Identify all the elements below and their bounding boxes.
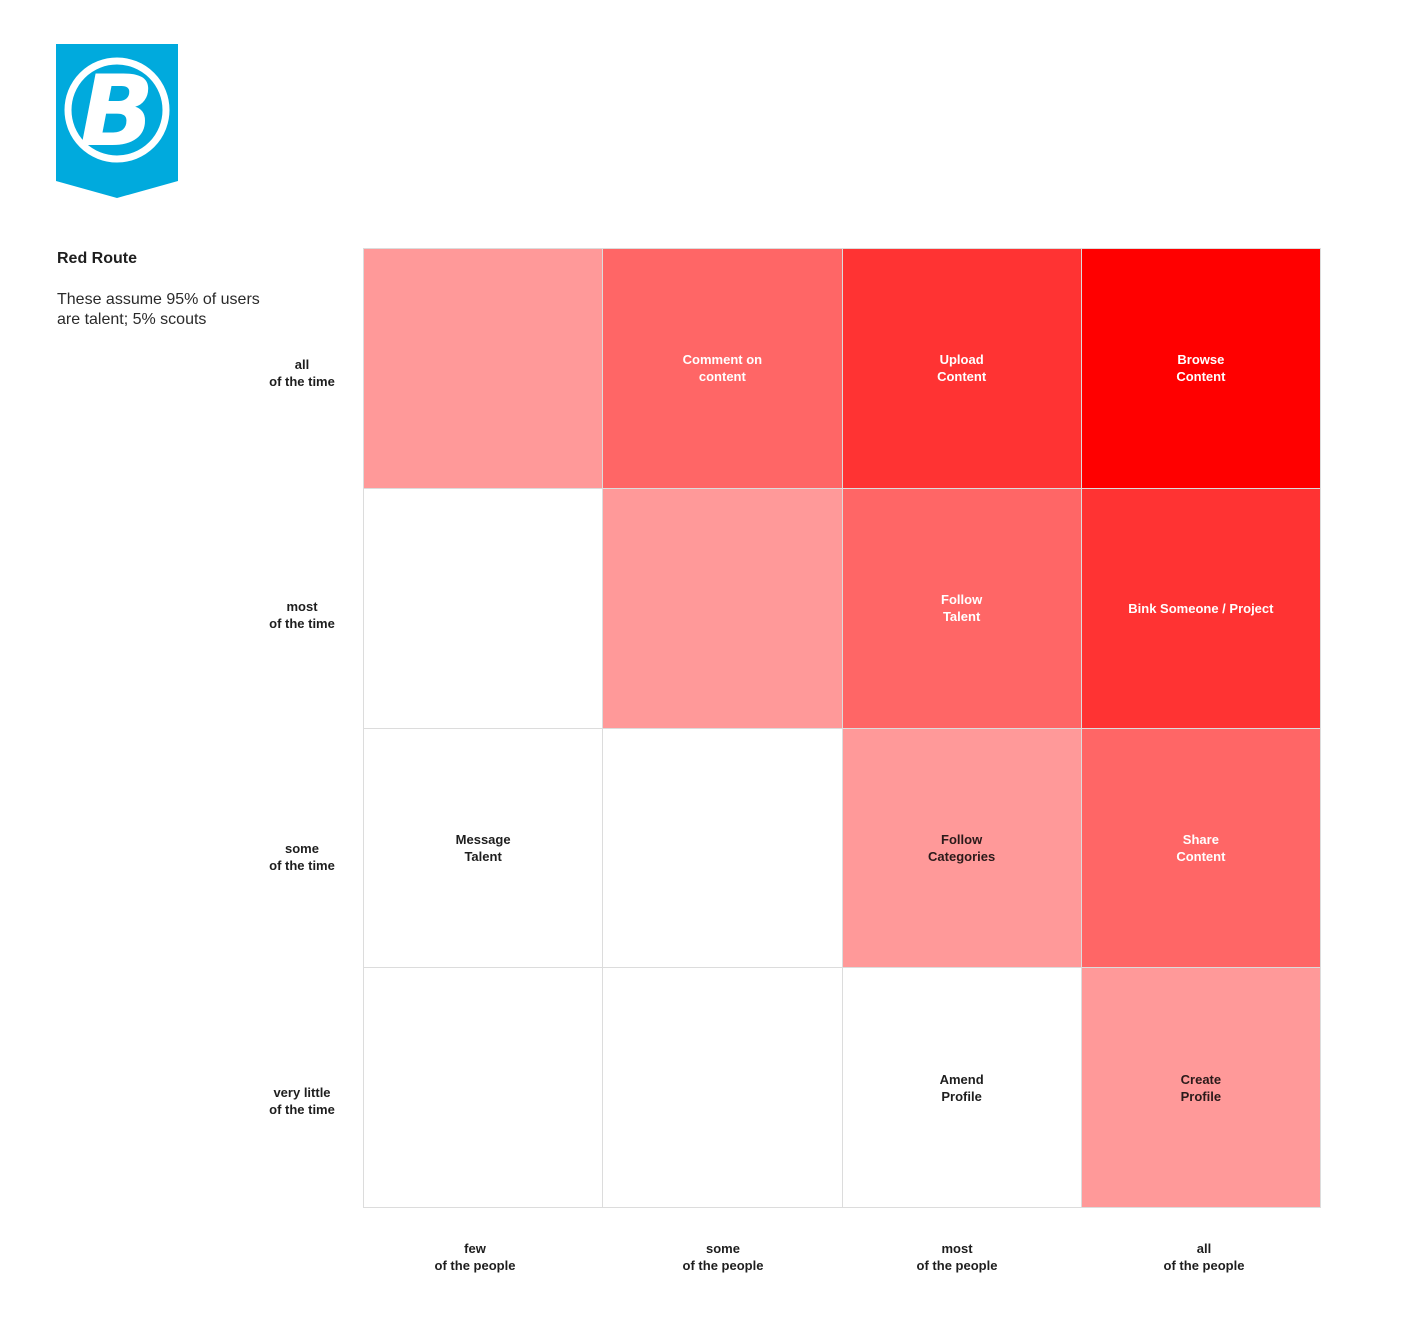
column-label-line-1: some [706, 1241, 740, 1256]
row-label-line-1: all [294, 357, 310, 372]
row-label-line-1: some [285, 841, 319, 856]
column-label-line-2: of the people [916, 1258, 998, 1273]
column-label-line-2: of the people [434, 1258, 516, 1273]
subtitle-line-2: are talent; 5% scouts [57, 311, 207, 328]
row-label-line-2: of the time [269, 858, 335, 873]
logo-letter: B [80, 55, 155, 169]
row-label-line-2: of the time [269, 616, 335, 631]
matrix-cell [603, 728, 843, 969]
column-label-most: most of the people [837, 1240, 1077, 1274]
row-label-line-1: very little [273, 1085, 331, 1100]
matrix-cell [364, 249, 604, 489]
brand-logo: B [56, 44, 178, 198]
subtitle-line-1: These assume 95% of users [57, 291, 260, 308]
matrix-cell: Follow Talent [842, 488, 1082, 729]
logo-ring [64, 57, 170, 163]
logo-banner-shape [56, 44, 178, 198]
column-label-line-2: of the people [682, 1258, 764, 1273]
row-label-line-1: most [286, 599, 318, 614]
matrix-cell [603, 488, 843, 729]
page-subtitle: These assume 95% of users are talent; 5%… [57, 290, 317, 330]
row-label-line-2: of the time [269, 374, 335, 389]
matrix-cell [364, 968, 604, 1208]
row-label-very-little: very little of the time [252, 1084, 352, 1118]
column-label-line-2: of the people [1163, 1258, 1245, 1273]
matrix-cell [603, 968, 843, 1208]
red-route-matrix: Comment on content Upload Content Browse C… [363, 248, 1321, 1208]
row-label-line-2: of the time [269, 1102, 335, 1117]
matrix-cell [364, 488, 604, 729]
column-label-few: few of the people [355, 1240, 595, 1274]
matrix-cell: Message Talent [364, 728, 604, 969]
column-label-line-1: few [464, 1241, 486, 1256]
row-label-most: most of the time [252, 598, 352, 632]
matrix-cell: Follow Categories [842, 728, 1082, 969]
matrix-cell: Comment on content [603, 249, 843, 489]
column-label-all: all of the people [1084, 1240, 1324, 1274]
matrix-cell: Share Content [1081, 728, 1321, 969]
column-label-line-1: most [941, 1241, 973, 1256]
page-title: Red Route [57, 250, 137, 267]
matrix-cell: Bink Someone / Project [1081, 488, 1321, 729]
matrix-cell: Upload Content [842, 249, 1082, 489]
column-label-line-1: all [1196, 1241, 1212, 1256]
row-label-all: all of the time [252, 356, 352, 390]
column-label-some: some of the people [603, 1240, 843, 1274]
matrix-cell: Amend Profile [842, 968, 1082, 1208]
matrix-cell: Create Profile [1081, 968, 1321, 1208]
matrix-cell: Browse Content [1081, 249, 1321, 489]
row-label-some: some of the time [252, 840, 352, 874]
